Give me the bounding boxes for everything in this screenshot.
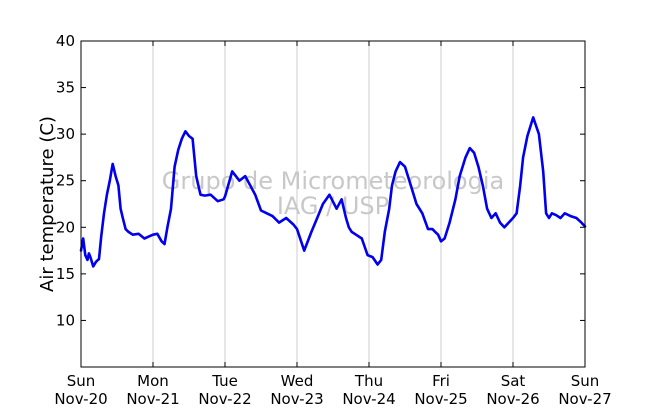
- x-tick-label-day: Tue: [211, 372, 238, 390]
- vertical-gridlines: [152, 41, 514, 367]
- x-tick-label-day: Sun: [571, 372, 600, 390]
- y-tick-label: 15: [56, 265, 75, 283]
- x-tick-label-day: Mon: [137, 372, 169, 390]
- watermark: Grupo de Micrometeorologia IAG / USP: [162, 167, 504, 220]
- y-tick-label: 40: [56, 32, 75, 50]
- x-tick-label-date: Nov-25: [414, 390, 467, 408]
- y-tick-label: 35: [56, 79, 75, 97]
- x-axis: SunNov-20MonNov-21TueNov-22WedNov-23ThuN…: [54, 41, 612, 408]
- y-tick-label: 10: [56, 311, 75, 329]
- y-tick-label: 30: [56, 125, 75, 143]
- x-tick-label-day: Sat: [501, 372, 526, 390]
- y-tick-label: 20: [56, 218, 75, 236]
- x-tick-label-date: Nov-21: [126, 390, 179, 408]
- x-tick-label-date: Nov-23: [270, 390, 323, 408]
- x-tick-label-date: Nov-24: [342, 390, 395, 408]
- x-tick-label-date: Nov-22: [198, 390, 251, 408]
- y-tick-label: 25: [56, 172, 75, 190]
- y-axis-title: Air temperature (C): [37, 116, 58, 292]
- x-tick-label-day: Thu: [354, 372, 383, 390]
- y-axis: 10 15 20 25 30 35 40: [56, 32, 585, 329]
- x-tick-label-date: Nov-27: [558, 390, 611, 408]
- plot-frame: [80, 40, 586, 368]
- watermark-line-1: Grupo de Micrometeorologia: [162, 167, 504, 195]
- series-group: [79, 116, 587, 268]
- x-tick-label-day: Fri: [432, 372, 450, 390]
- x-tick-label-day: Wed: [281, 372, 314, 390]
- x-tick-label-date: Nov-26: [486, 390, 539, 408]
- watermark-line-2: IAG / USP: [277, 192, 389, 220]
- x-tick-label-day: Sun: [67, 372, 96, 390]
- x-tick-label-date: Nov-20: [54, 390, 107, 408]
- series-line: [79, 116, 587, 268]
